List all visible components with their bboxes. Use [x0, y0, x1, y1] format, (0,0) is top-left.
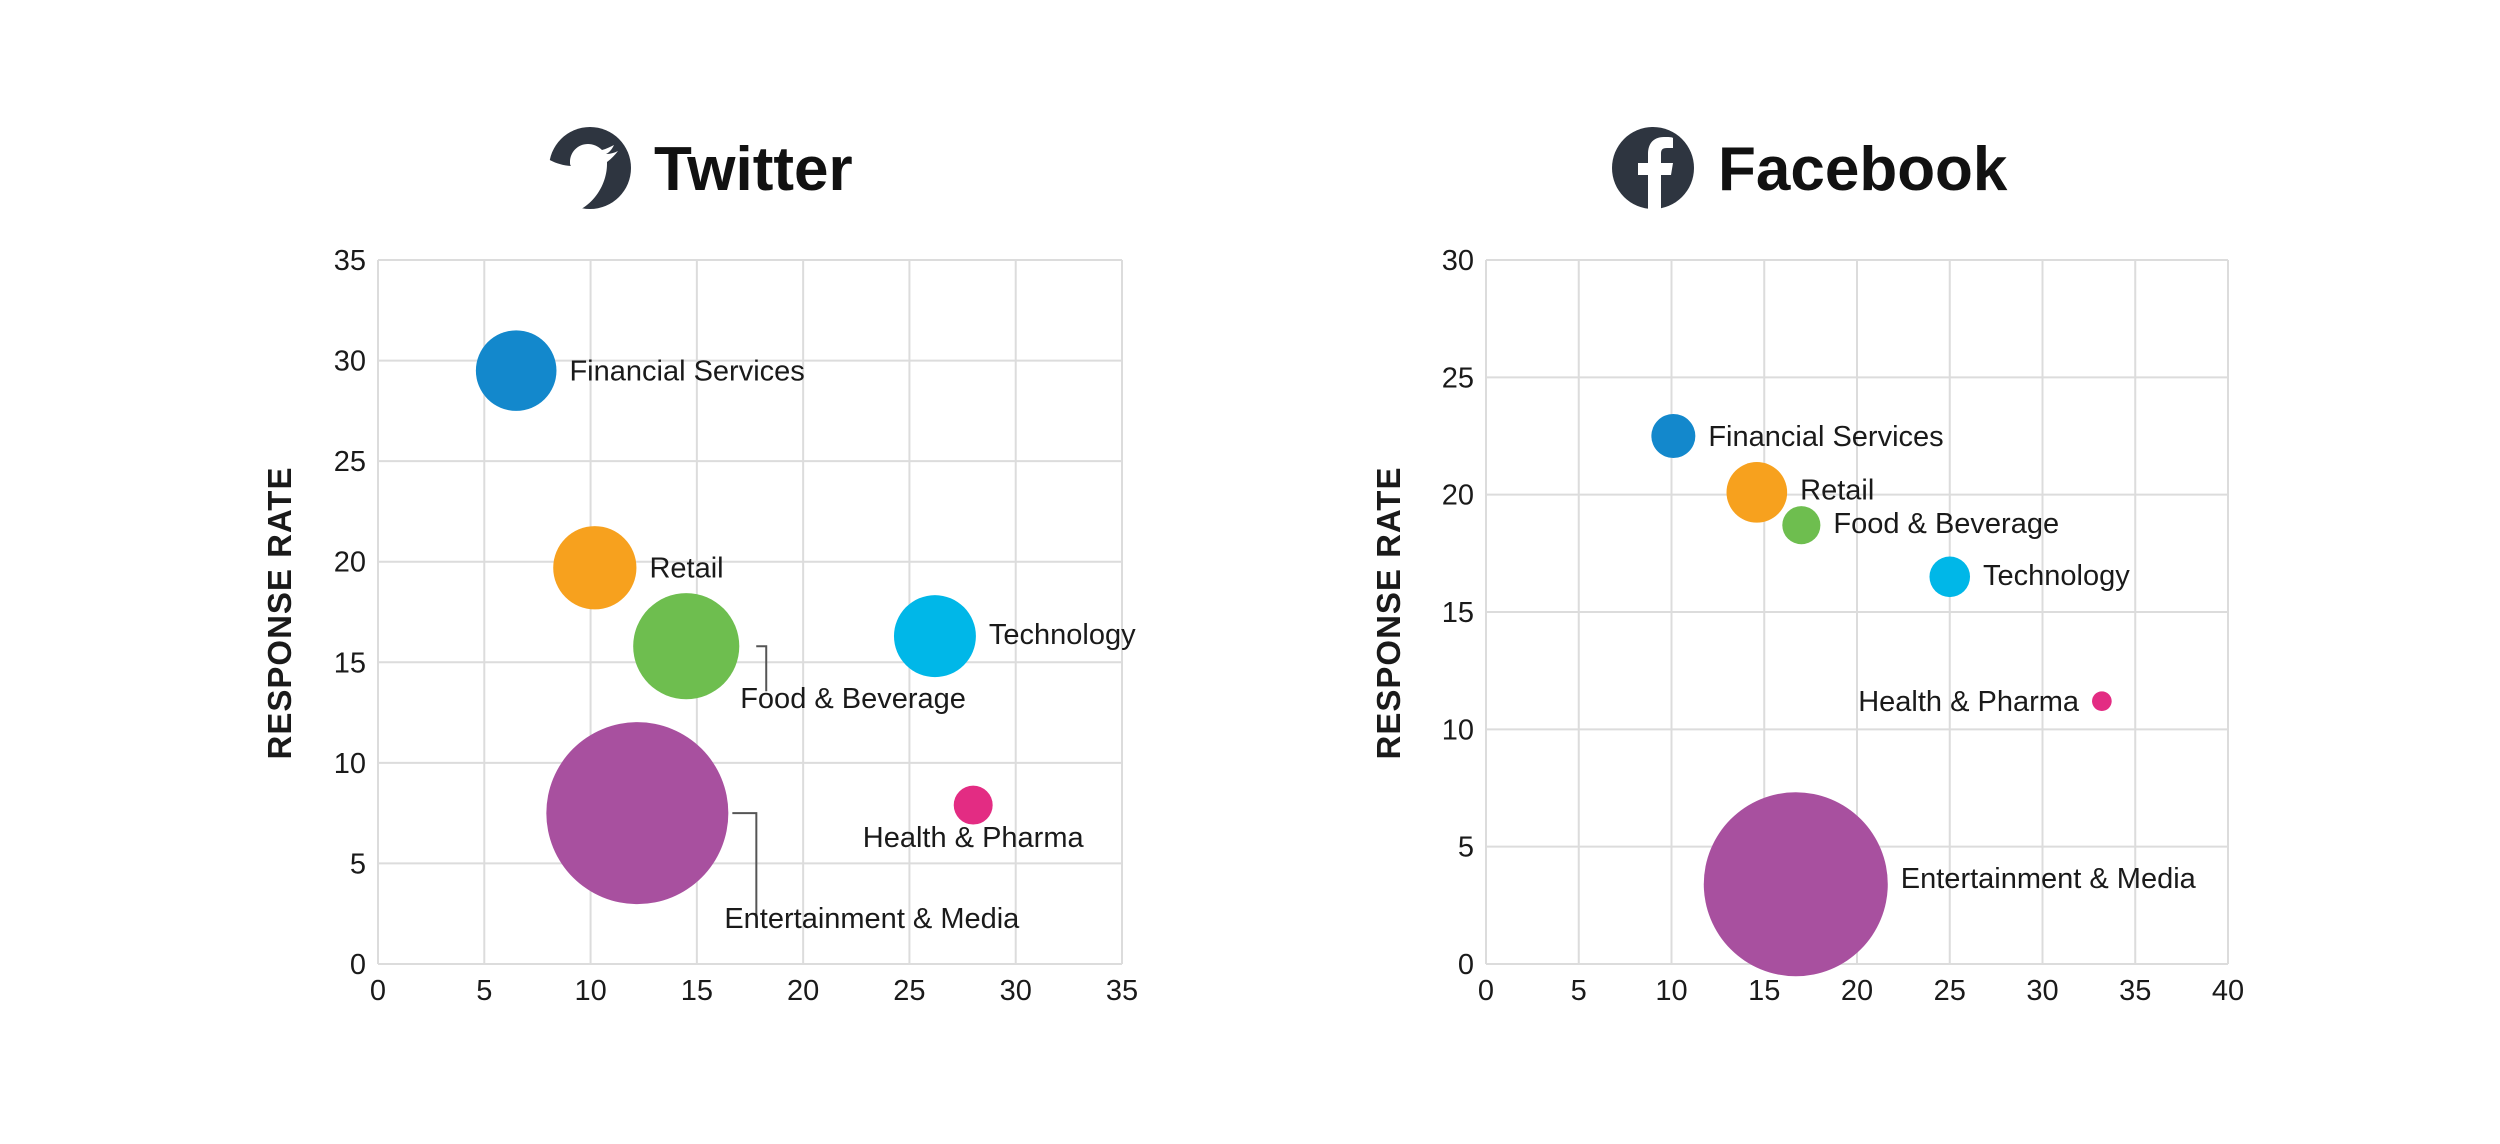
- twitter-label-entertainment-and-media: Entertainment & Media: [724, 903, 1020, 935]
- twitter-y-tick: 15: [334, 647, 366, 679]
- twitter-label-technology: Technology: [989, 619, 1136, 651]
- facebook-x-tick: 0: [1478, 975, 1494, 1007]
- twitter-title-group: Twitter: [527, 127, 853, 216]
- twitter-x-tick: 35: [1106, 975, 1138, 1007]
- twitter-plot: 0 5 10 15 20 25 30 35 0 5 10 15 20 25 30 35 Financial Se…: [334, 245, 1138, 1007]
- twitter-x-tick: 0: [370, 975, 386, 1007]
- facebook-y-tick: 0: [1458, 949, 1474, 981]
- twitter-bubble-entertainment-and-media: [546, 722, 729, 905]
- facebook-bubble-entertainment-and-media: [1703, 792, 1888, 977]
- twitter-bubble-health-and-pharma: [953, 785, 993, 825]
- facebook-bubble-retail: [1726, 462, 1788, 523]
- facebook-x-tick: 40: [2212, 975, 2244, 1007]
- facebook-y-tick: 5: [1458, 832, 1474, 864]
- facebook-y-tick: 15: [1442, 597, 1474, 629]
- facebook-x-tick: 35: [2119, 975, 2151, 1007]
- twitter-bubble-technology: [893, 595, 976, 678]
- facebook-title-group: Facebook: [1612, 127, 2008, 209]
- facebook-label-entertainment-and-media: Entertainment & Media: [1901, 863, 2197, 895]
- facebook-bubble-financial-services: [1651, 414, 1696, 458]
- facebook-label-retail: Retail: [1800, 474, 1874, 506]
- twitter-y-tick: 30: [334, 346, 366, 378]
- twitter-y-tick: 35: [334, 245, 366, 277]
- twitter-bubble-retail: [553, 526, 637, 610]
- twitter-bubble-financial-services: [475, 330, 557, 411]
- twitter-label-financial-services: Financial Services: [569, 356, 804, 388]
- facebook-x-tick: 30: [2026, 975, 2058, 1007]
- facebook-y-tick: 20: [1442, 480, 1474, 512]
- twitter-labels: Financial Services Retail Food & Beverage T…: [569, 356, 1136, 936]
- facebook-label-financial-services: Financial Services: [1708, 421, 1943, 453]
- facebook-bubble-technology: [1929, 556, 1971, 598]
- facebook-x-tick: 15: [1748, 975, 1780, 1007]
- twitter-label-retail: Retail: [649, 553, 723, 585]
- facebook-bubble-health-and-pharma: [2092, 691, 2112, 712]
- twitter-y-axis-label: RESPONSE RATE: [261, 467, 298, 760]
- twitter-x-tick: 30: [1000, 975, 1032, 1007]
- facebook-y-tick: 10: [1442, 714, 1474, 746]
- facebook-f-icon: [1612, 127, 1694, 209]
- twitter-title: Twitter: [654, 135, 853, 204]
- facebook-plot: 0 5 10 15 20 25 30 35 40 0 5 10 15 20 25 30 Financial Se…: [1442, 245, 2244, 1007]
- facebook-x-tick: 25: [1934, 975, 1966, 1007]
- twitter-x-tick: 5: [476, 975, 492, 1007]
- facebook-x-tick: 10: [1655, 975, 1687, 1007]
- twitter-x-tick: 25: [893, 975, 925, 1007]
- twitter-bubble-food-and-beverage: [633, 593, 740, 700]
- twitter-x-tick: 15: [681, 975, 713, 1007]
- facebook-bubble-food-and-beverage: [1782, 506, 1821, 545]
- twitter-label-health-and-pharma: Health & Pharma: [863, 822, 1085, 854]
- facebook-label-food-and-beverage: Food & Beverage: [1833, 508, 2059, 540]
- facebook-y-tick: 30: [1442, 245, 1474, 277]
- twitter-leader-entertainment-and-media: [732, 812, 758, 918]
- facebook-y-axis-label: RESPONSE RATE: [1370, 467, 1407, 760]
- twitter-y-tick: 0: [350, 949, 366, 981]
- facebook-y-tick: 25: [1442, 362, 1474, 394]
- twitter-x-tick: 20: [787, 975, 819, 1007]
- facebook-grid: [1485, 259, 2229, 965]
- twitter-leader-food-and-beverage: [756, 645, 768, 692]
- twitter-bubbles: [475, 330, 993, 905]
- facebook-x-tick: 5: [1571, 975, 1587, 1007]
- twitter-y-tick: 5: [350, 848, 366, 880]
- twitter-chart: Twitter RESPONSE RATE 0 5 10 15 20 25 30 35 0 5 10…: [261, 127, 1138, 1007]
- twitter-bird-icon: [527, 127, 631, 216]
- facebook-label-technology: Technology: [1983, 560, 2130, 592]
- facebook-bubbles: [1651, 414, 2112, 977]
- twitter-y-tick: 10: [334, 748, 366, 780]
- facebook-ticks: 0 5 10 15 20 25 30 35 40 0 5 10 15 20 25 30: [1442, 245, 2244, 1007]
- facebook-x-tick: 20: [1841, 975, 1873, 1007]
- twitter-ticks: 0 5 10 15 20 25 30 35 0 5 10 15 20 25 30 35: [334, 245, 1138, 1007]
- facebook-title: Facebook: [1718, 135, 2008, 204]
- twitter-y-tick: 20: [334, 547, 366, 579]
- facebook-chart: Facebook RESPONSE RATE 0 5 10 15 20 25 30 35 400…: [1370, 127, 2244, 1007]
- twitter-label-food-and-beverage: Food & Beverage: [740, 683, 966, 715]
- facebook-label-health-and-pharma: Health & Pharma: [1858, 686, 2080, 718]
- twitter-x-tick: 10: [574, 975, 606, 1007]
- twitter-y-tick: 25: [334, 446, 366, 478]
